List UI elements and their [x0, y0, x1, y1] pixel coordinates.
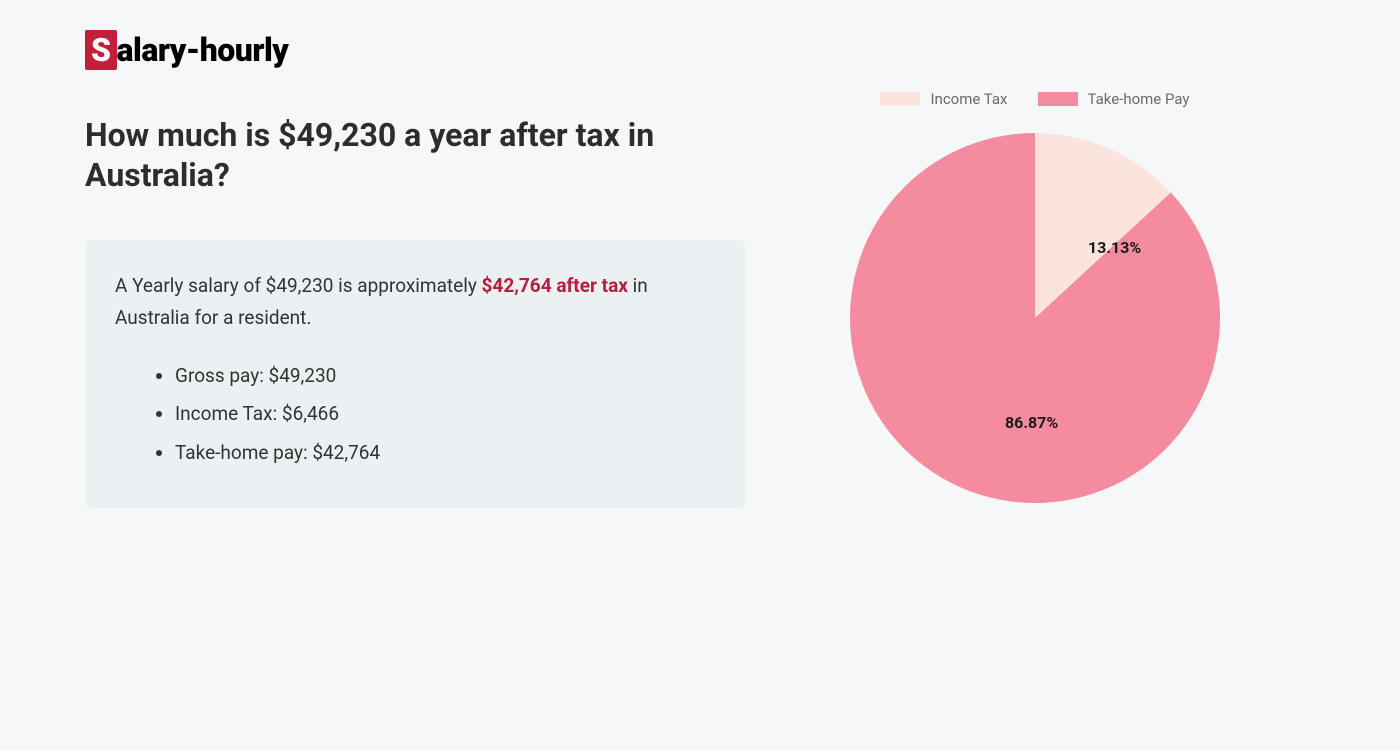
legend-swatch [880, 92, 920, 106]
legend-swatch [1038, 92, 1078, 106]
list-item: Income Tax: $6,466 [175, 401, 715, 428]
summary-box: A Yearly salary of $49,230 is approximat… [85, 240, 745, 508]
pie-label-take-home: 86.87% [1005, 413, 1058, 432]
logo-first-letter: S [85, 30, 117, 70]
summary-prefix: A Yearly salary of $49,230 is approximat… [115, 274, 482, 297]
legend-label: Take-home Pay [1088, 90, 1190, 108]
list-item: Take-home pay: $42,764 [175, 440, 715, 467]
chart-legend: Income Tax Take-home Pay [825, 90, 1245, 108]
logo: Salary-hourly [85, 30, 1315, 70]
page-title: How much is $49,230 a year after tax in … [85, 115, 745, 195]
content-row: How much is $49,230 a year after tax in … [85, 115, 1315, 513]
left-panel: How much is $49,230 a year after tax in … [85, 115, 745, 513]
legend-item-income-tax: Income Tax [880, 90, 1007, 108]
summary-text: A Yearly salary of $49,230 is approximat… [115, 270, 715, 335]
summary-highlight: $42,764 after tax [482, 274, 628, 297]
details-list: Gross pay: $49,230 Income Tax: $6,466 Ta… [115, 363, 715, 467]
logo-rest: alary-hourly [117, 31, 289, 69]
main-container: Salary-hourly How much is $49,230 a year… [85, 30, 1315, 513]
pie-label-income-tax: 13.13% [1088, 238, 1141, 257]
chart-panel: Income Tax Take-home Pay 13.13% 86.87% [825, 115, 1245, 513]
pie-svg [850, 123, 1220, 513]
legend-item-take-home: Take-home Pay [1038, 90, 1190, 108]
legend-label: Income Tax [930, 90, 1007, 108]
list-item: Gross pay: $49,230 [175, 363, 715, 390]
pie-chart: 13.13% 86.87% [850, 123, 1220, 513]
